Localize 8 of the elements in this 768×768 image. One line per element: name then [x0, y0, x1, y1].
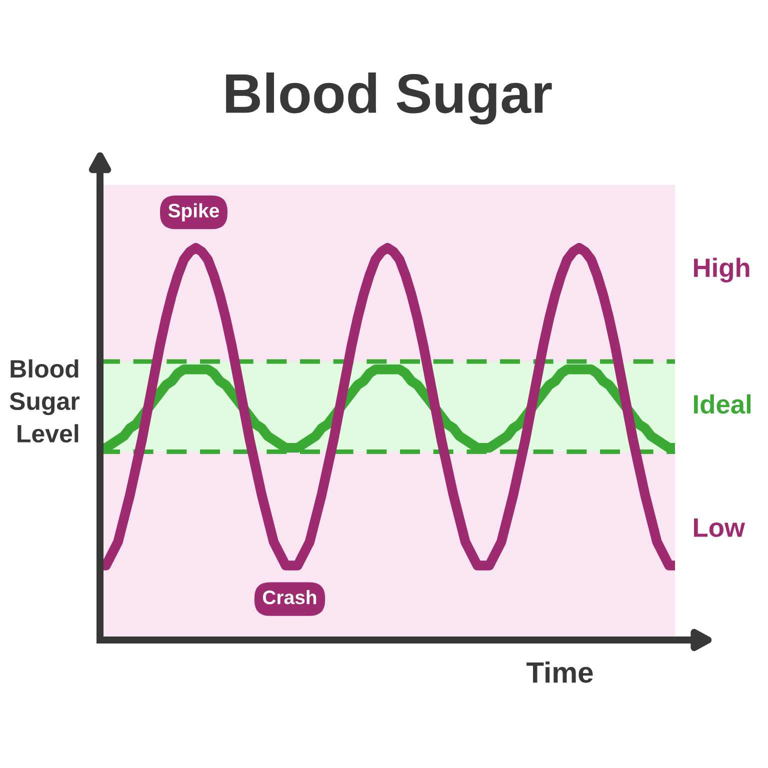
y-axis-title: Blood Sugar Level [10, 359, 80, 443]
text: Spike [168, 203, 219, 222]
band-label: Ideal [694, 394, 751, 414]
text: Low [694, 518, 746, 537]
text: High [694, 258, 750, 282]
annotation: Crash [262, 590, 316, 604]
x-axis-title: Time [526, 661, 593, 683]
chart-title: Blood Sugar [226, 72, 552, 125]
